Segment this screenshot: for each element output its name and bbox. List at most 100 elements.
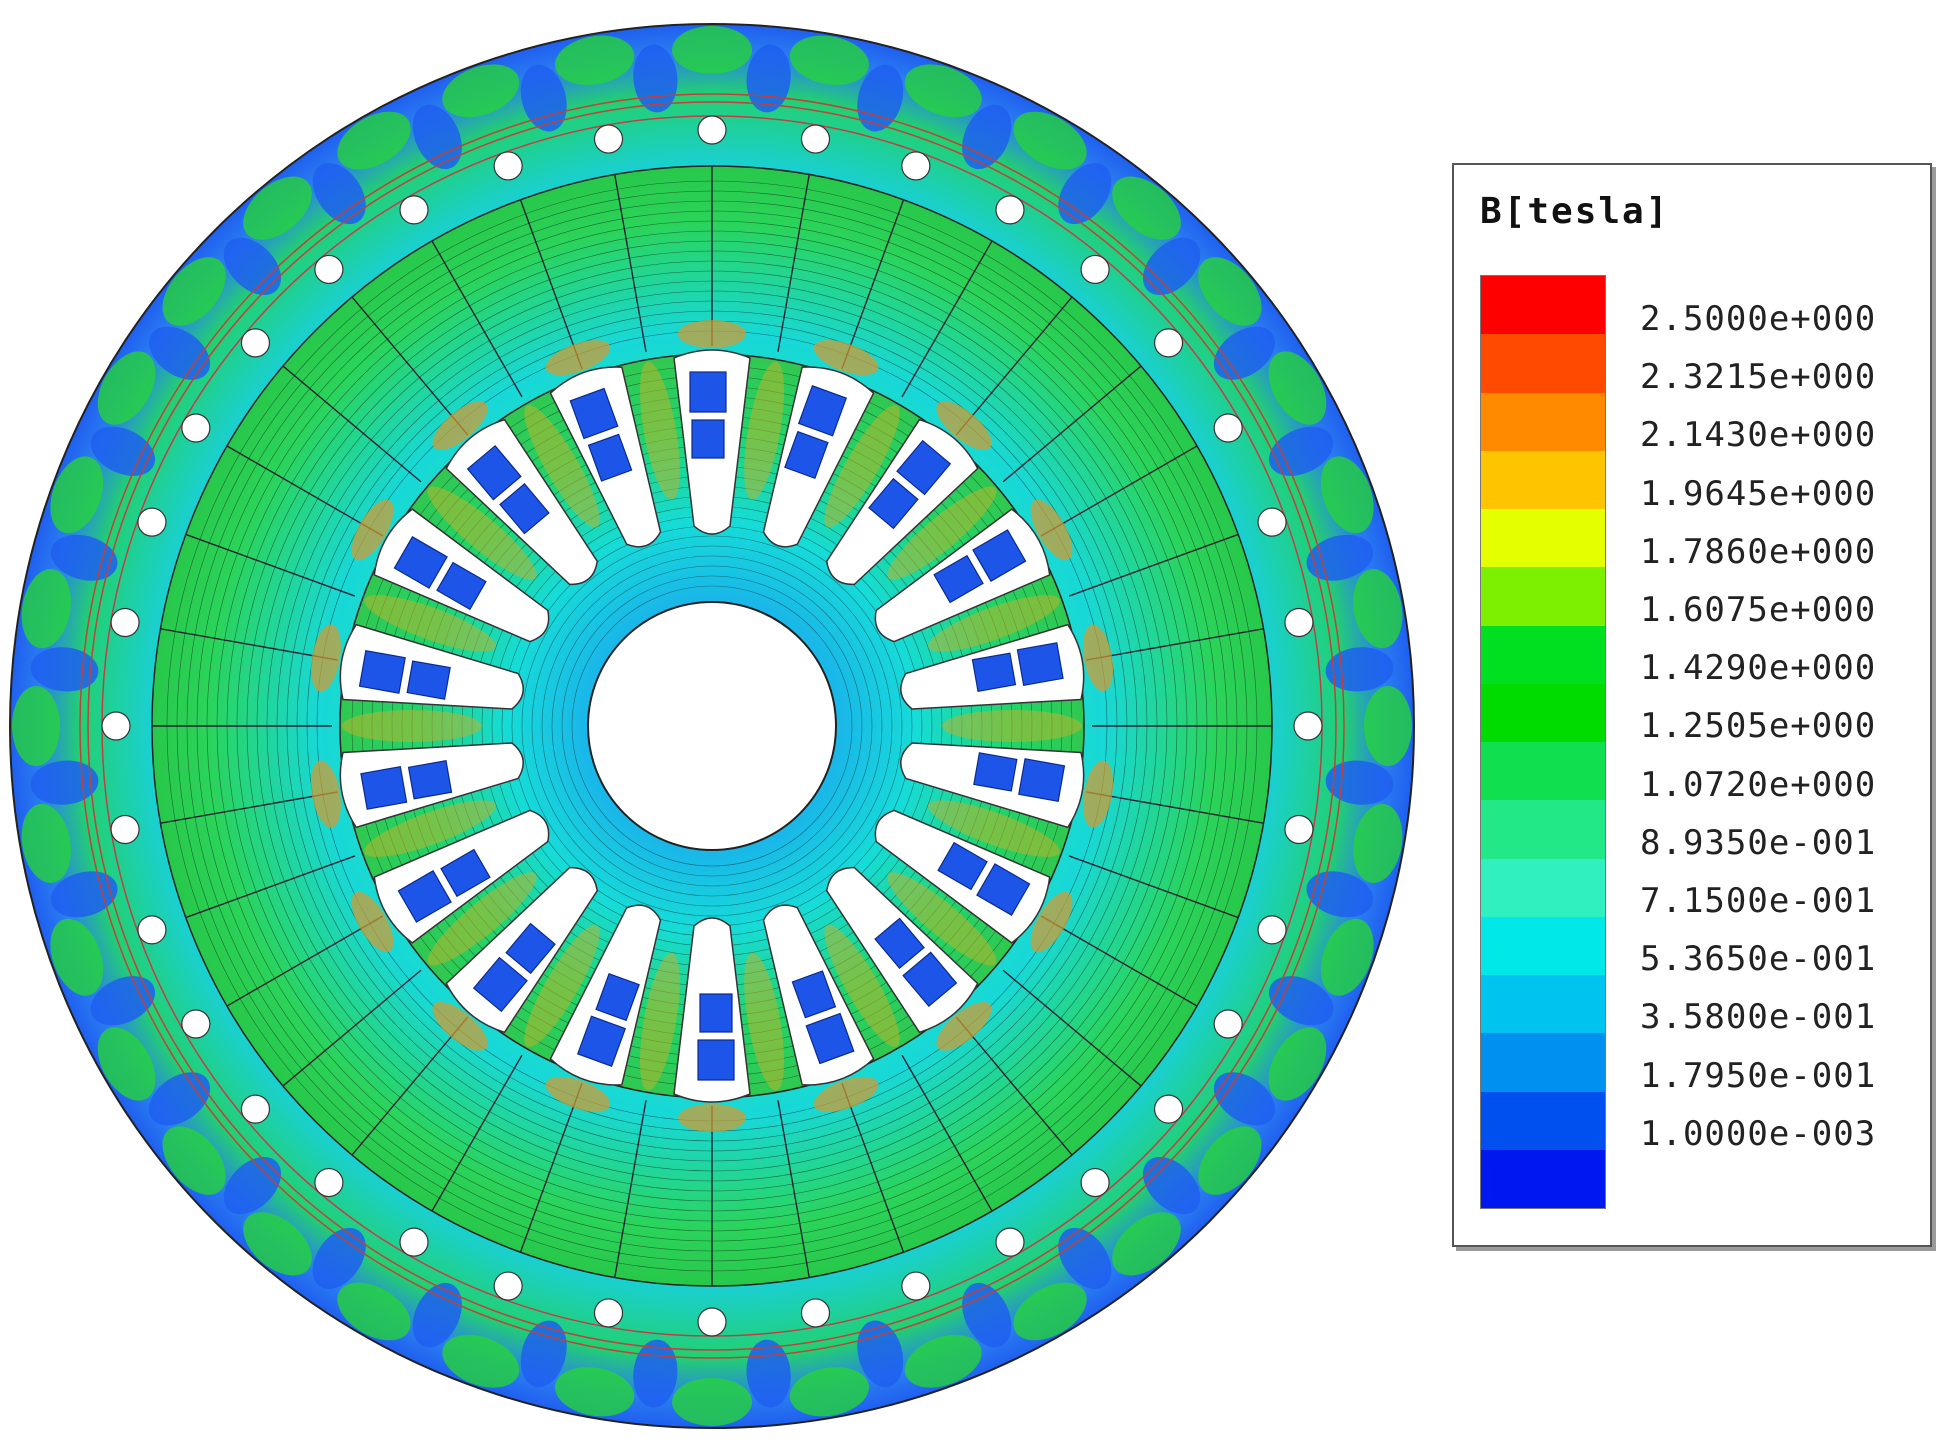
low-flux-patch xyxy=(312,1227,366,1290)
mounting-hole xyxy=(493,151,523,181)
coil-block xyxy=(797,385,847,437)
mounting-hole xyxy=(1213,1009,1243,1039)
stator-tooth-line xyxy=(1068,533,1239,597)
low-flux-patch xyxy=(520,1320,567,1388)
stator-tooth-line xyxy=(519,199,583,370)
coil-block xyxy=(973,752,1018,792)
rotor-slot xyxy=(445,866,599,1034)
ring xyxy=(79,93,1345,1359)
rotor-slot xyxy=(825,866,979,1034)
legend-tick-label: 5.3650e-001 xyxy=(1640,939,1877,980)
coil-block xyxy=(971,652,1017,692)
stator-tooth-line xyxy=(955,296,1073,436)
mounting-hole xyxy=(800,124,831,154)
flux-band xyxy=(904,64,982,118)
tooth-tip-saturation xyxy=(813,1076,879,1112)
mounting-hole xyxy=(1284,607,1314,638)
flux-band xyxy=(50,918,104,996)
legend-colorbar xyxy=(1480,275,1606,1209)
legend-tick-label: 2.1430e+000 xyxy=(1640,415,1877,456)
mounting-hole xyxy=(493,1271,523,1301)
legend-tick-label: 1.9645e+000 xyxy=(1640,473,1877,514)
tooth-tip-saturation xyxy=(545,1076,611,1112)
coil-block xyxy=(689,371,727,413)
flux-band xyxy=(243,176,312,240)
low-flux-patch xyxy=(1213,1072,1276,1126)
rotor-tooth-saturation xyxy=(364,800,497,857)
flux-band xyxy=(97,351,156,425)
tooth-tip-saturation xyxy=(678,1104,746,1132)
tooth-tip-saturation xyxy=(678,320,746,348)
mounting-hole xyxy=(1293,711,1323,741)
rotor-tooth-saturation xyxy=(640,952,680,1091)
legend-swatch xyxy=(1481,1091,1605,1150)
rotor-slot xyxy=(339,742,524,829)
low-flux-patch xyxy=(520,64,567,132)
stator-flux-line xyxy=(286,300,1138,1152)
stator-tooth-line xyxy=(1086,791,1264,824)
tooth-tip-saturation xyxy=(813,340,879,376)
coil-block xyxy=(505,922,556,975)
coil-block xyxy=(360,766,408,810)
tooth-tip-saturation xyxy=(1030,891,1073,953)
low-flux-patch xyxy=(412,104,462,170)
coil-block xyxy=(440,848,491,898)
rotor-slot xyxy=(549,366,662,548)
rotor-flux-line xyxy=(521,535,903,917)
low-flux-patch xyxy=(1306,534,1374,581)
coil-block xyxy=(472,956,528,1013)
flux-band xyxy=(1268,1027,1327,1101)
coil-block xyxy=(406,660,451,700)
flux-band xyxy=(12,686,60,766)
flux-band xyxy=(789,35,869,85)
flux-band xyxy=(1112,176,1181,240)
legend-swatch xyxy=(1481,683,1605,742)
coil-block xyxy=(499,483,550,535)
coil-block xyxy=(933,554,984,604)
rotor-tooth-saturation xyxy=(640,361,680,500)
legend-swatch xyxy=(1481,916,1605,975)
rotor-flux-line xyxy=(541,555,883,897)
legend-swatch xyxy=(1481,276,1605,335)
stator-tooth-line xyxy=(282,365,422,483)
flux-band xyxy=(50,456,104,534)
mounting-hole xyxy=(697,1307,727,1337)
legend-tick-label: 1.4290e+000 xyxy=(1640,648,1877,689)
stator-tooth-line xyxy=(1040,445,1198,537)
tooth-tip-saturation xyxy=(432,1001,488,1051)
rotor-slot xyxy=(445,418,599,586)
legend-tick-label: 1.0000e-003 xyxy=(1640,1113,1877,1154)
stator-tooth-line xyxy=(226,915,384,1007)
rotor-flux-line xyxy=(551,565,873,887)
mounting-hole xyxy=(697,115,727,145)
stator-tooth-line xyxy=(185,533,356,597)
flux-band xyxy=(1353,803,1403,883)
stator-tooth-line xyxy=(901,240,993,398)
low-flux-patch xyxy=(1213,326,1276,380)
mounting-hole xyxy=(110,814,140,845)
stator-tooth-line xyxy=(282,969,422,1087)
stator-tooth-line xyxy=(614,174,647,352)
rotor-tooth-saturation xyxy=(427,872,537,966)
legend-swatch xyxy=(1481,1149,1605,1208)
mounting-hole xyxy=(314,1167,344,1198)
stator-tooth-line xyxy=(777,174,810,352)
legend-tick-label: 1.2505e+000 xyxy=(1640,706,1877,747)
coil-block xyxy=(697,1039,735,1081)
mounting-hole xyxy=(181,413,211,443)
mounting-hole xyxy=(314,254,344,285)
mounting-hole xyxy=(1080,254,1110,285)
legend-swatch xyxy=(1481,567,1605,626)
rotor-slot xyxy=(339,623,524,710)
stator-tooth-line xyxy=(226,445,384,537)
mounting-hole xyxy=(901,151,931,181)
flux-band xyxy=(1353,569,1403,649)
legend-swatch xyxy=(1481,742,1605,801)
mounting-hole xyxy=(240,1094,271,1124)
tooth-tip-saturation xyxy=(936,1001,992,1051)
stator-flux-line xyxy=(216,230,1208,1222)
mounting-hole xyxy=(593,124,624,154)
stator-flux-line xyxy=(296,310,1128,1142)
rotor-tooth-saturation xyxy=(524,405,600,528)
coil-block xyxy=(397,870,452,923)
